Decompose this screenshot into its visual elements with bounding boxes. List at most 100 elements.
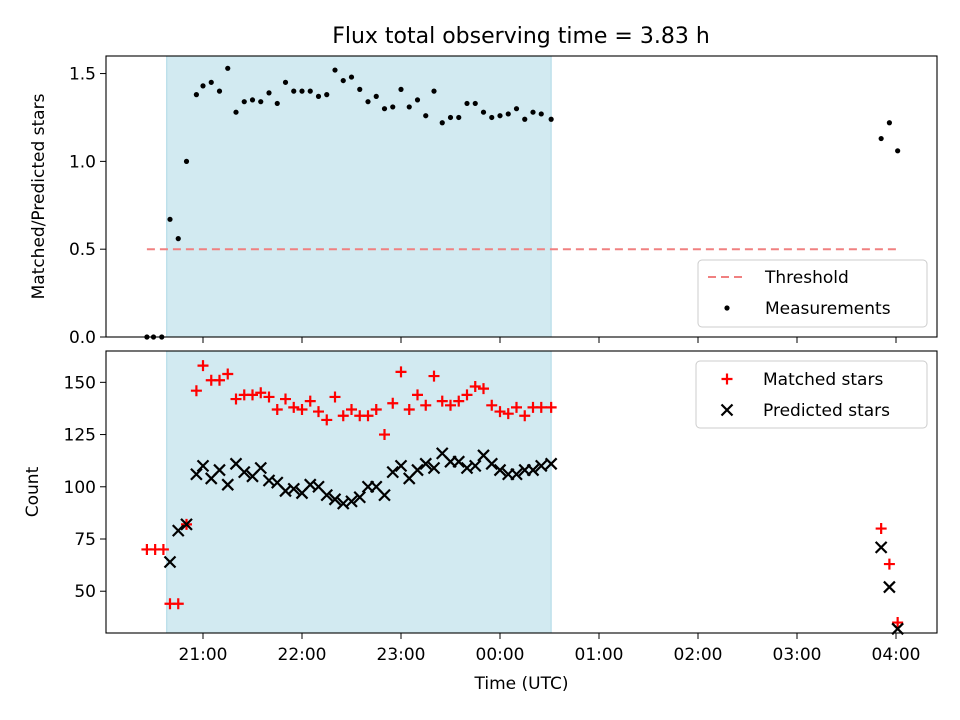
data-point [522, 116, 528, 122]
data-point [439, 120, 445, 126]
data-point [255, 387, 267, 399]
x-tick-label: 22:00 [278, 645, 327, 665]
data-point [489, 114, 495, 121]
data-point [353, 490, 367, 504]
y-axis-label: Matched/Predicted stars [29, 93, 49, 299]
legend-box [697, 259, 928, 328]
data-point [387, 397, 399, 409]
data-point [883, 558, 895, 570]
data-point [340, 77, 346, 84]
bottom-panel-counts: 50 75 100 125 150 21:00 22:00 23:00 00:00 01:00 02… [23, 350, 938, 694]
data-point [282, 79, 289, 85]
data-point [271, 403, 283, 415]
data-point [288, 401, 300, 413]
data-point [544, 457, 558, 471]
data-point [365, 99, 371, 105]
legend: Matched stars Predicted stars [695, 360, 928, 429]
data-point [398, 86, 404, 92]
data-point [874, 541, 888, 554]
data-point [216, 88, 223, 94]
data-point [208, 79, 214, 85]
data-point [263, 391, 275, 403]
legend: Threshold Measurements [697, 259, 928, 328]
data-point [485, 457, 499, 471]
data-point [299, 88, 305, 94]
data-point [436, 395, 448, 407]
legend-label: Matched stars [763, 370, 883, 390]
data-point [895, 148, 901, 154]
data-point [468, 459, 482, 473]
data-point [478, 383, 489, 395]
y-tick-label: 125 [64, 426, 96, 446]
data-point [291, 88, 297, 94]
data-point [486, 399, 498, 411]
data-point [390, 104, 396, 110]
data-point [505, 111, 511, 117]
chart-title: Flux total observing time = 3.83 h [332, 24, 710, 49]
data-point [461, 389, 473, 401]
data-point [447, 114, 454, 121]
data-point [258, 99, 264, 105]
plot-frame [105, 55, 938, 338]
data-point [493, 463, 507, 477]
y-tick-label: 1.5 [69, 65, 96, 85]
data-point [320, 488, 334, 502]
data-point [411, 463, 424, 477]
data-point [254, 461, 268, 475]
data-point [379, 429, 390, 441]
data-point [456, 114, 462, 121]
x-tick-label: 02:00 [674, 645, 723, 665]
data-point [163, 555, 177, 569]
top-panel-ratio: 0.0 0.5 1.0 1.5 Matched/Predicted stars Thres… [29, 55, 938, 348]
x-tick-label: 21:00 [179, 645, 228, 665]
data-point [337, 410, 349, 422]
data-point [427, 461, 441, 475]
data-point [445, 399, 456, 411]
data-point [304, 395, 316, 407]
legend-measurements-swatch [724, 305, 730, 311]
data-point [494, 406, 506, 418]
data-point [357, 86, 363, 92]
data-point [233, 109, 239, 115]
data-point [348, 74, 355, 80]
data-point [193, 92, 199, 98]
legend-label: Threshold [764, 268, 849, 288]
legend-predicted-swatch [720, 403, 734, 417]
data-point [431, 88, 437, 94]
data-point [157, 543, 169, 555]
data-point [190, 385, 202, 397]
data-point [526, 463, 540, 477]
y-tick-label: 75 [74, 530, 96, 550]
data-point [423, 113, 429, 119]
series-predicted-stars [163, 447, 904, 636]
data-point [428, 370, 440, 382]
data-point [453, 395, 465, 407]
data-point [373, 93, 379, 99]
data-point [266, 90, 272, 96]
y-tick-label: 0.5 [69, 240, 96, 260]
observing-interval-shading [166, 55, 552, 338]
data-point [237, 465, 251, 479]
data-point [464, 100, 470, 107]
data-point [280, 393, 291, 405]
y-tick-label: 100 [64, 478, 96, 498]
data-point [221, 478, 235, 491]
data-point [172, 598, 184, 610]
data-point [538, 111, 544, 117]
x-tick-label: 04:00 [872, 645, 921, 665]
data-point [332, 67, 338, 73]
plot-frame [105, 350, 938, 634]
data-point [452, 455, 466, 468]
data-point [519, 410, 531, 422]
x-tick-label: 01:00 [575, 645, 624, 665]
data-point [328, 493, 342, 506]
data-point [249, 97, 256, 103]
data-point [196, 459, 210, 473]
data-point [200, 83, 206, 89]
y-tick-label: 50 [74, 582, 96, 602]
data-point [230, 393, 242, 405]
data-point [394, 459, 408, 473]
data-point [222, 368, 234, 380]
data-point [213, 463, 226, 477]
